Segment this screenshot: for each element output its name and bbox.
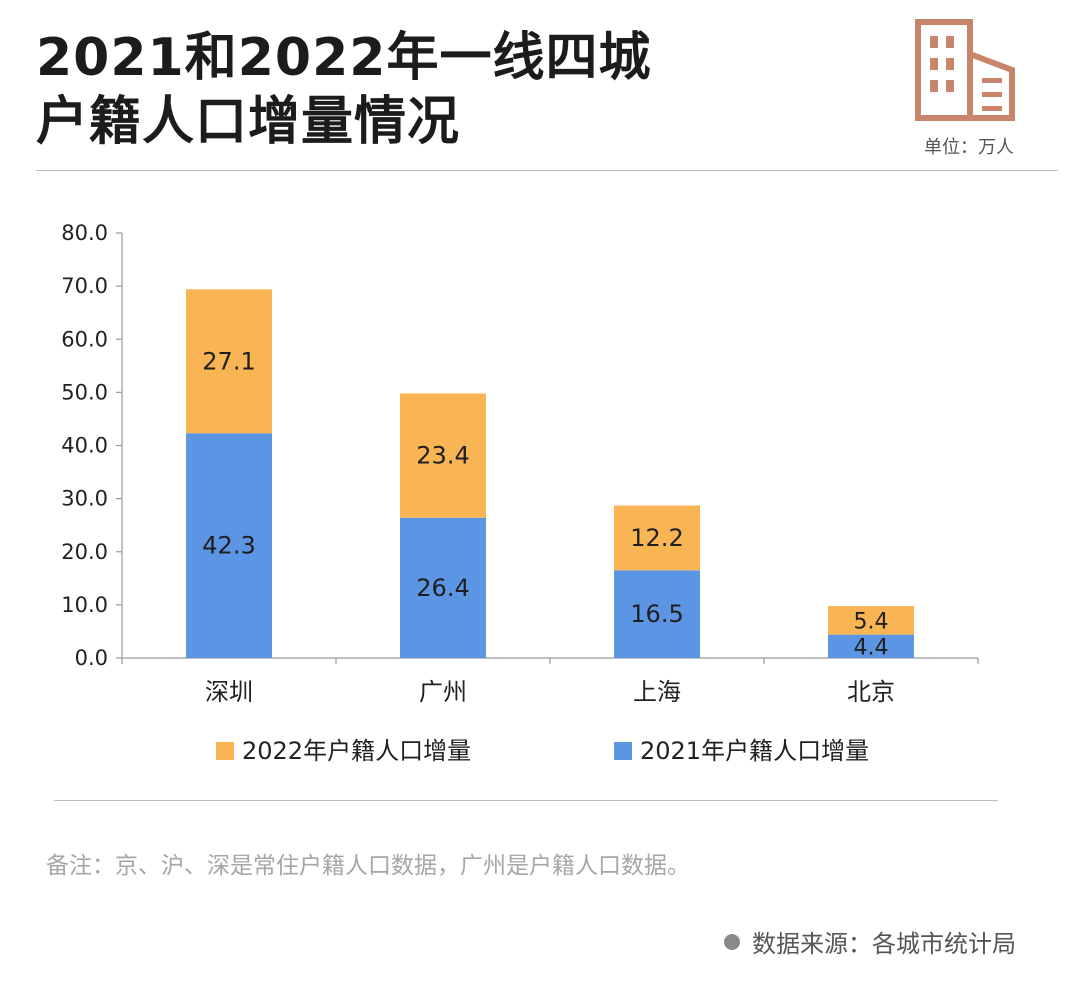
- unit-label: 单位：万人: [924, 137, 1014, 158]
- y-tick-label: 20.0: [61, 540, 108, 564]
- legend-label: 2022年户籍人口增量: [242, 737, 471, 765]
- bar-segment: [400, 517, 486, 658]
- bar-segment: [614, 570, 700, 658]
- chart-title: 2021和2022年一线四城 户籍人口增量情况: [36, 26, 651, 154]
- bar-segment: [400, 393, 486, 518]
- y-tick-label: 0.0: [75, 646, 108, 670]
- bar-segment: [186, 289, 272, 434]
- y-tick-label: 70.0: [61, 274, 108, 298]
- legend-swatch: [216, 742, 234, 760]
- y-tick-label: 50.0: [61, 380, 108, 404]
- footnote: 备注：京、沪、深是常住户籍人口数据，广州是户籍人口数据。: [46, 853, 690, 879]
- header-divider: [36, 170, 1058, 171]
- legend-swatch: [614, 742, 632, 760]
- y-tick-label: 10.0: [61, 593, 108, 617]
- y-tick-label: 60.0: [61, 327, 108, 351]
- data-label: 23.4: [416, 442, 469, 470]
- data-label: 42.3: [202, 532, 255, 560]
- data-source: 数据来源：各城市统计局: [724, 924, 1016, 959]
- bullet-dot-icon: [724, 933, 740, 950]
- bar-segment: [614, 505, 700, 571]
- legend-label: 2021年户籍人口增量: [640, 737, 869, 765]
- data-label: 4.4: [854, 635, 889, 660]
- title-line-1: 2021和2022年一线四城: [36, 28, 652, 88]
- data-label: 12.2: [630, 524, 683, 552]
- data-label: 5.4: [854, 609, 889, 634]
- data-label: 16.5: [630, 600, 683, 628]
- bar-segment: [828, 605, 914, 635]
- data-label: 26.4: [416, 574, 469, 602]
- y-tick-label: 30.0: [61, 487, 108, 511]
- stacked-bar-chart: 0.0 10.0 20.0 30.0 40.0 50.0 60.0 70.0 80.0 42.3 2…: [61, 221, 979, 765]
- y-tick-label: 80.0: [61, 221, 108, 245]
- x-tick-label: 北京: [847, 678, 895, 706]
- data-source-text: 数据来源：各城市统计局: [752, 930, 1016, 958]
- bar-segment: [186, 433, 272, 658]
- building-icon: [915, 19, 1015, 121]
- x-tick-label: 深圳: [205, 678, 253, 706]
- x-tick-label: 广州: [419, 678, 467, 706]
- title-line-2: 户籍人口增量情况: [36, 92, 461, 152]
- y-tick-label: 40.0: [61, 434, 108, 458]
- bar-segment: [828, 634, 914, 658]
- data-label: 27.1: [202, 347, 255, 375]
- footer-divider: [54, 800, 998, 801]
- x-tick-label: 上海: [633, 678, 681, 706]
